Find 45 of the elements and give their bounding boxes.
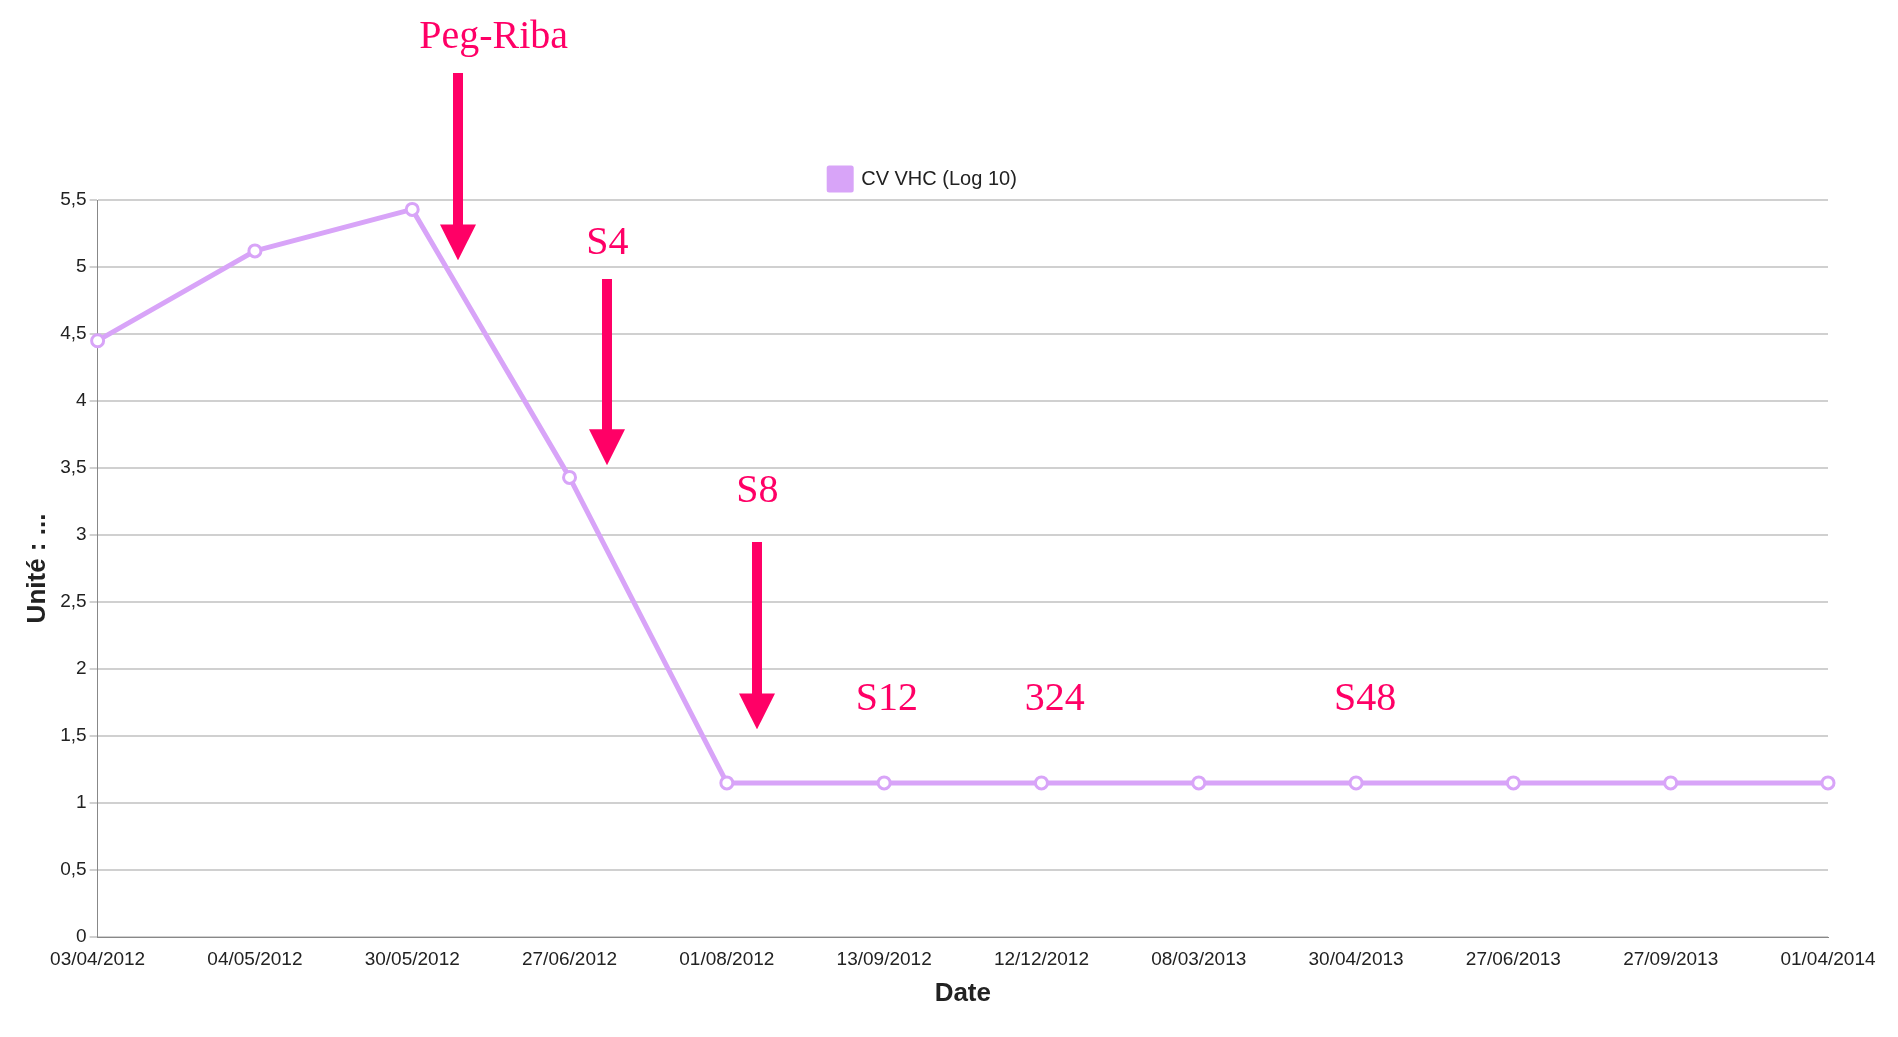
y-axis-title: Unité : ... xyxy=(20,513,51,624)
point xyxy=(1191,775,1207,791)
x-tick-label: 04/05/2012 xyxy=(207,947,303,969)
x-tick-label: 30/05/2012 xyxy=(364,947,460,969)
y-tick-label: 1,5 xyxy=(60,724,87,746)
point xyxy=(1033,775,1049,791)
annotation: 324 xyxy=(1024,674,1085,720)
y-tick-label: 5,5 xyxy=(60,188,87,210)
x-tick-label: 01/04/2014 xyxy=(1780,947,1876,969)
point xyxy=(719,775,735,791)
y-tick-label: 1 xyxy=(76,791,87,813)
x-tick-label: 30/04/2013 xyxy=(1308,947,1404,969)
text: Peg-Riba xyxy=(419,11,569,57)
x-tick-label: 12/12/2012 xyxy=(993,947,1090,969)
annotation: S12 xyxy=(855,674,918,720)
y-tick-label: 5 xyxy=(76,255,87,277)
annotation: S4 xyxy=(586,218,629,264)
x-tick-label: 01/08/2012 xyxy=(679,947,775,969)
x-axis-title: Date xyxy=(934,976,991,1007)
point xyxy=(404,201,420,217)
y-tick-label: 4 xyxy=(76,389,88,411)
y-tick-label: 0 xyxy=(76,925,87,947)
x-tick-label: 27/06/2013 xyxy=(1465,947,1561,969)
point xyxy=(247,243,263,259)
point xyxy=(1820,775,1836,791)
x-tick-label: 13/09/2012 xyxy=(836,947,932,969)
point xyxy=(876,775,892,791)
x-tick-label: 27/09/2013 xyxy=(1623,947,1719,969)
point xyxy=(90,333,106,349)
y-tick-label: 3 xyxy=(76,523,87,545)
x-tick-label: 08/03/2013 xyxy=(1151,947,1247,969)
point xyxy=(1663,775,1679,791)
annotation: S8 xyxy=(736,465,779,511)
legend-label: CV VHC (Log 10) xyxy=(861,166,1017,189)
y-tick-label: 2 xyxy=(76,657,87,679)
annotation: S48 xyxy=(1334,674,1397,720)
x-tick-label: 03/04/2012 xyxy=(50,947,146,969)
y-tick-label: 4,5 xyxy=(60,322,87,344)
point xyxy=(1505,775,1521,791)
y-tick-label: 0,5 xyxy=(60,858,87,880)
point xyxy=(562,469,578,485)
x-tick-label: 27/06/2012 xyxy=(521,947,618,969)
y-tick-label: 3,5 xyxy=(60,456,87,478)
point xyxy=(1348,775,1364,791)
y-tick-label: 2,5 xyxy=(60,590,87,612)
